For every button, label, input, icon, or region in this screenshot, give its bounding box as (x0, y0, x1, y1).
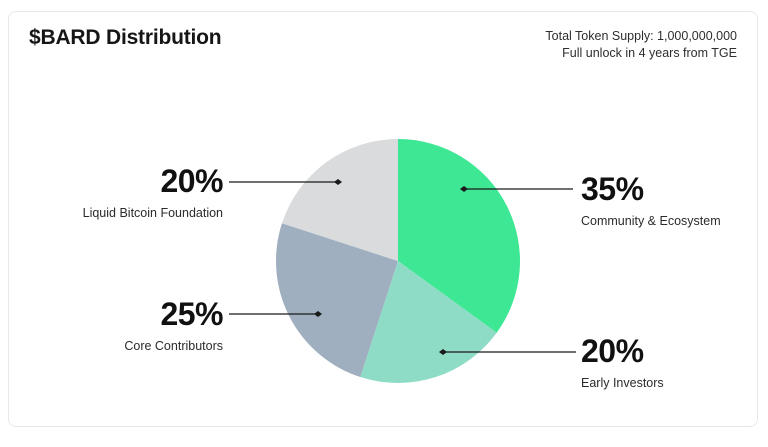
unlock-text: Full unlock in 4 years from TGE (562, 46, 737, 60)
supply-note: Total Token Supply: 1,000,000,000 Full u… (545, 28, 737, 62)
pie-svg (276, 139, 520, 383)
callout-foundation-label: Liquid Bitcoin Foundation (82, 206, 223, 220)
page-title: $BARD Distribution (29, 26, 222, 49)
total-supply-text: Total Token Supply: 1,000,000,000 (545, 29, 737, 43)
callout-foundation: 20% Liquid Bitcoin Foundation (33, 163, 224, 220)
callout-community-label: Community & Ecosystem (581, 214, 721, 228)
distribution-card: $BARD Distribution Total Token Supply: 1… (8, 11, 758, 427)
pie-slice-0 (398, 139, 520, 333)
callout-core-contributors: 25% Core Contributors (33, 298, 223, 353)
callout-early-label: Early Investors (581, 376, 664, 390)
callout-core-pct: 25% (160, 296, 223, 332)
callout-early-investors: 20% Early Investors (581, 335, 751, 390)
callout-community-pct: 35% (581, 171, 644, 207)
callout-community: 35% Community & Ecosystem (581, 173, 751, 228)
callout-core-label: Core Contributors (124, 339, 223, 353)
pie-slice-3 (281, 139, 398, 261)
callout-early-pct: 20% (581, 333, 644, 369)
pie-chart (276, 139, 520, 383)
pie-slice-2 (276, 223, 398, 378)
callout-foundation-pct: 20% (160, 163, 223, 199)
